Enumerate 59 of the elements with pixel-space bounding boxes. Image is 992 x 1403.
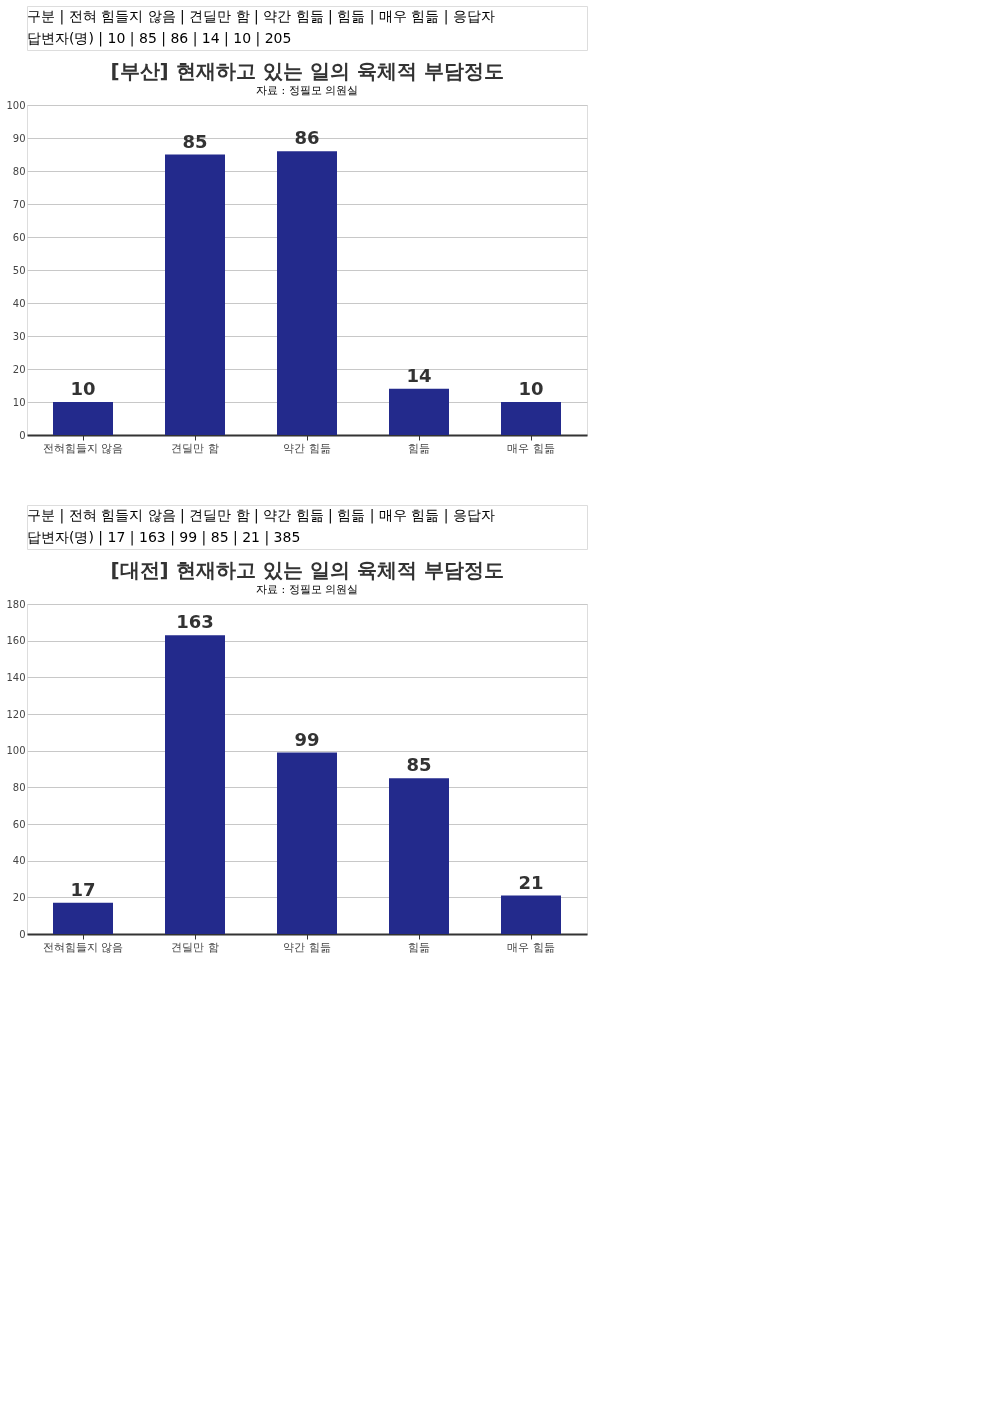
y-tick-label: 0 <box>19 928 26 940</box>
text: 구분 | 전혀 힘들지 않음 | 견딜만 함 | 약간 힘듦 | 힘듦 | 매우 힘듦 | 응답자 <box>27 507 495 524</box>
data-label: 85 <box>182 130 208 152</box>
y-tick-label: 90 <box>12 132 26 144</box>
x-tick-label: 매우 힘듦 <box>507 940 555 954</box>
text: 구분 | 전혀 힘들지 않음 | 견딜만 함 | 약간 힘듦 | 힘듦 | 매우 힘듦 | 응답자 <box>27 8 495 25</box>
data-label: 99 <box>294 728 320 750</box>
x-tick-label: 전혀힘들지 않음 <box>42 441 124 455</box>
y-tick-label: 0 <box>19 429 26 441</box>
data-label: 14 <box>406 364 432 386</box>
bar <box>165 635 225 934</box>
y-tick-label: 180 <box>6 598 26 610</box>
x-tick-label: 힘듦 <box>408 940 430 954</box>
y-tick-label: 60 <box>12 231 26 243</box>
x-tick-label: 약간 힘듦 <box>283 940 331 954</box>
y-tick-label: 80 <box>12 781 26 793</box>
y-tick-label: 120 <box>6 708 26 720</box>
bar <box>389 778 449 934</box>
y-tick-label: 30 <box>12 330 26 342</box>
text: 답변자(명) | 17 | 163 | 99 | 85 | 21 | 385 <box>27 529 301 546</box>
bar <box>501 402 561 435</box>
data-label: 163 <box>176 611 214 633</box>
y-tick-label: 60 <box>12 818 26 830</box>
data-label: 21 <box>518 871 544 893</box>
x-tick-label: 약간 힘듦 <box>283 441 331 455</box>
data-label: 85 <box>406 754 432 776</box>
x-tick-label: 견딜만 함 <box>171 441 219 455</box>
y-tick-label: 100 <box>6 745 26 757</box>
chart-title: [대전] 현재하고 있는 일의 육체적 부담정도 <box>110 558 504 582</box>
bar <box>501 895 561 934</box>
data-label: 17 <box>70 878 96 900</box>
y-tick-label: 140 <box>6 671 26 683</box>
y-tick-label: 70 <box>12 198 26 210</box>
bar <box>277 752 337 934</box>
y-tick-label: 80 <box>12 165 26 177</box>
y-tick-label: 40 <box>12 855 26 867</box>
y-tick-label: 20 <box>12 891 26 903</box>
y-tick-label: 40 <box>12 297 26 309</box>
data-label: 86 <box>294 127 320 149</box>
y-tick-label: 100 <box>6 99 26 111</box>
data-label: 10 <box>518 378 544 399</box>
chart-title: [부산] 현재하고 있는 일의 육체적 부담정도 <box>110 59 504 83</box>
bar <box>53 902 113 934</box>
x-tick-label: 전혀힘들지 않음 <box>42 940 124 954</box>
text: 자료 : 정필모 의원실 <box>255 84 359 97</box>
bar <box>165 154 225 435</box>
y-tick-label: 50 <box>12 264 26 276</box>
y-tick-label: 10 <box>12 396 26 408</box>
bar <box>53 402 113 435</box>
x-tick-label: 매우 힘듦 <box>507 441 555 455</box>
bar <box>389 388 449 435</box>
y-tick-label: 20 <box>12 363 26 375</box>
x-tick-label: 힘듦 <box>408 441 430 455</box>
text: 자료 : 정필모 의원실 <box>255 583 359 596</box>
text: 답변자(명) | 10 | 85 | 86 | 14 | 10 | 205 <box>27 30 292 47</box>
data-label: 10 <box>70 378 96 399</box>
bar <box>277 151 337 435</box>
y-tick-label: 160 <box>6 635 26 647</box>
x-tick-label: 견딜만 함 <box>171 940 219 954</box>
